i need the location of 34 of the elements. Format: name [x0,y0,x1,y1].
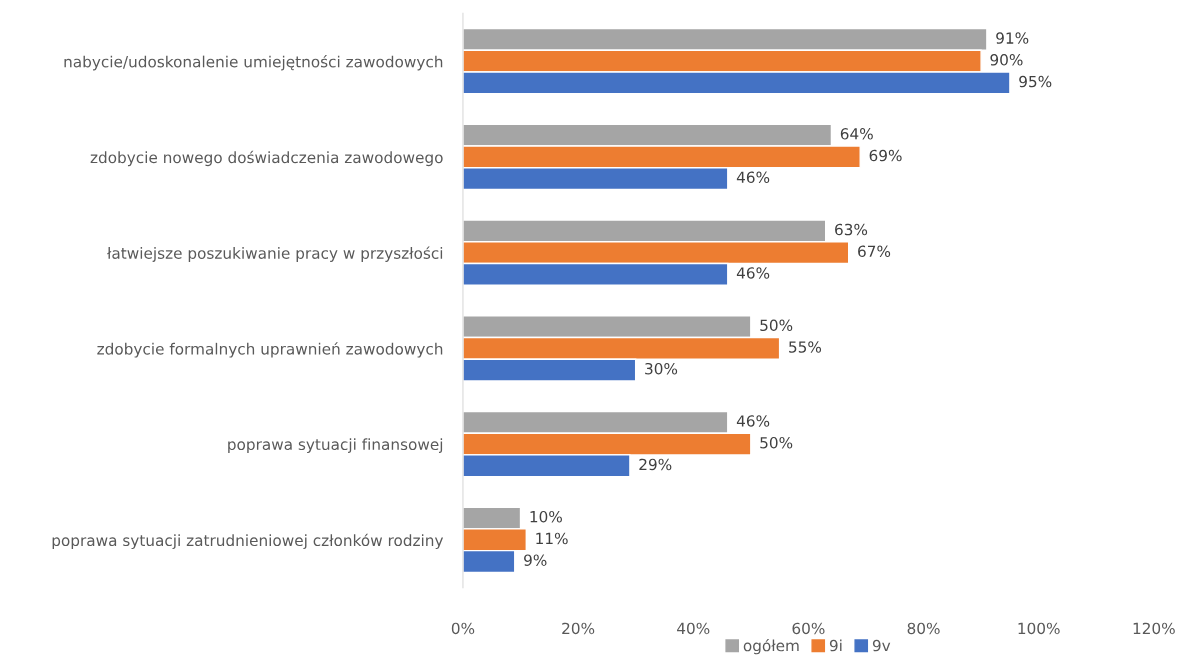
y-tick-label: łatwiejsze poszukiwanie pracy w przyszłości [107,246,443,262]
x-tick-label: 80% [907,622,940,635]
data-label: 29% [639,458,672,471]
data-label: 50% [760,319,793,332]
data-label: 30% [645,362,678,375]
data-label: 69% [869,149,902,162]
data-label: 9% [524,554,547,566]
legend-label: 9v [872,639,891,652]
y-tick-label: poprawa sytuacji finansowej [228,438,443,454]
x-tick-label: 120% [1133,622,1175,635]
x-tick-label: 0% [451,622,475,635]
data-label: 10% [530,510,562,523]
data-label: 55% [789,341,822,353]
data-label: 11% [536,532,568,545]
data-label: 91% [996,32,1029,44]
data-label: 50% [760,436,793,449]
data-label: 95% [1019,75,1052,88]
data-label: 46% [736,415,770,427]
data-label: 90% [990,54,1023,66]
data-label: 67% [858,245,891,258]
data-label: 46% [736,171,770,184]
y-tick-label: nabycie/udoskonalenie umiejętności zawodowych [64,55,443,71]
data-label: 63% [835,223,868,236]
legend-label: ogółem [743,638,799,655]
y-tick-label: zdobycie nowego doświadczenia zawodowego [90,150,443,167]
x-tick-label: 100% [1018,622,1060,635]
y-tick-label: zdobycie formalnych uprawnień zawodowych [97,342,443,358]
y-tick-label: poprawa sytuacji zatrudnieniowej członków rodziny [52,533,444,550]
x-tick-label: 20% [562,622,595,635]
x-tick-label: 60% [792,622,825,635]
legend-label: 9i [829,639,842,652]
data-label: 46% [736,267,770,279]
data-label: 64% [840,128,873,140]
x-tick-label: 40% [677,622,710,635]
